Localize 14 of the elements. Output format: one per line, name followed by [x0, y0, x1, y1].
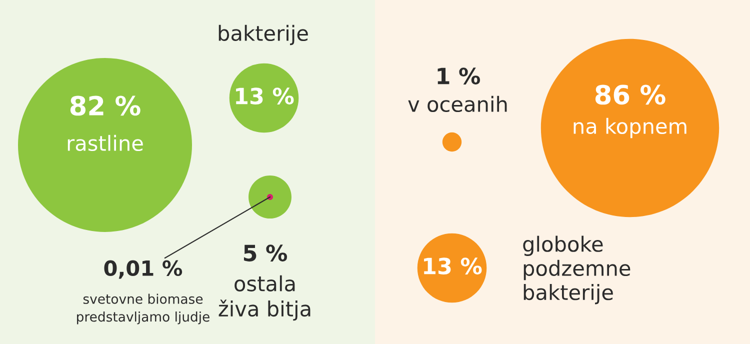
text: svetovne biomase predstavljamo ljudje: [77, 294, 210, 324]
category-label: ostala živa bitja: [218, 275, 310, 321]
data-label: 1 %: [438, 68, 480, 84]
data-label: 86 %: [595, 84, 666, 105]
data-label: 5 %: [244, 244, 288, 262]
text: 0,01 %: [104, 260, 182, 279]
category-label: rastline: [68, 134, 143, 152]
category-label: v oceanih: [408, 96, 507, 112]
data-label: 82 %: [70, 96, 140, 116]
category-label: na kopnem: [574, 118, 686, 138]
category-label: globoke podzemne bakterije: [523, 236, 630, 304]
data-label: 13 %: [236, 88, 294, 104]
data-label: 13 %: [424, 258, 482, 274]
category-label: bakterije: [218, 24, 308, 46]
